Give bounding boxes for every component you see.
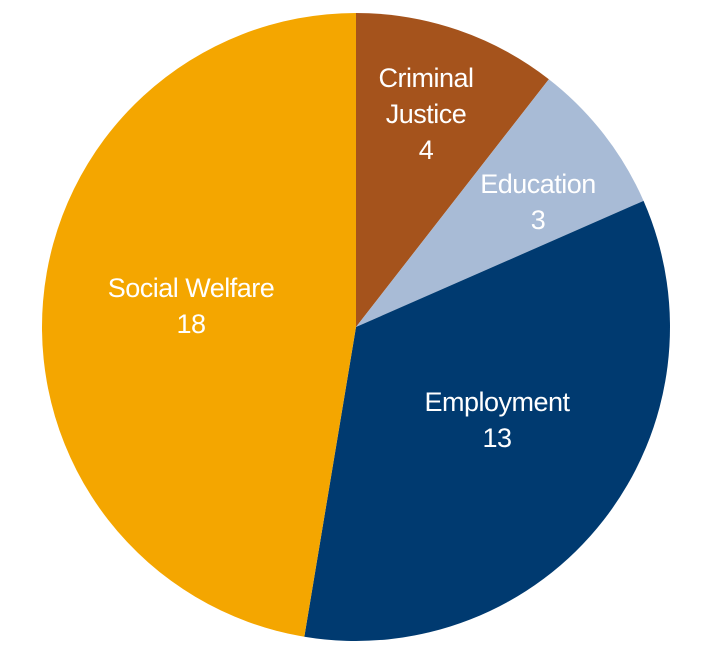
slice-label-line: Justice xyxy=(386,99,467,129)
slice-label-2: Employment 13 xyxy=(424,387,570,453)
slice-label-line: Employment xyxy=(424,387,570,417)
slice-value: 18 xyxy=(176,309,205,339)
slice-label-line: Criminal xyxy=(378,63,473,93)
pie-labels: Criminal Justice 4 Education 3 Employment 13 So… xyxy=(108,63,597,453)
slice-label-1: Education 3 xyxy=(480,169,596,235)
slice-value: 3 xyxy=(531,205,546,235)
pie-slice-1 xyxy=(356,79,644,328)
slice-label-line: Social Welfare xyxy=(108,273,275,303)
slice-value: 13 xyxy=(482,423,511,453)
slice-label-0: Criminal Justice 4 xyxy=(378,63,473,165)
slice-label-3: Social Welfare 18 xyxy=(108,273,275,339)
pie-slice-0 xyxy=(356,13,549,327)
pie-slice-3 xyxy=(41,12,356,637)
slice-label-line: Education xyxy=(480,169,596,199)
slice-value: 4 xyxy=(419,135,434,165)
pie-slices xyxy=(41,12,670,642)
pie-slice-2 xyxy=(304,200,670,642)
